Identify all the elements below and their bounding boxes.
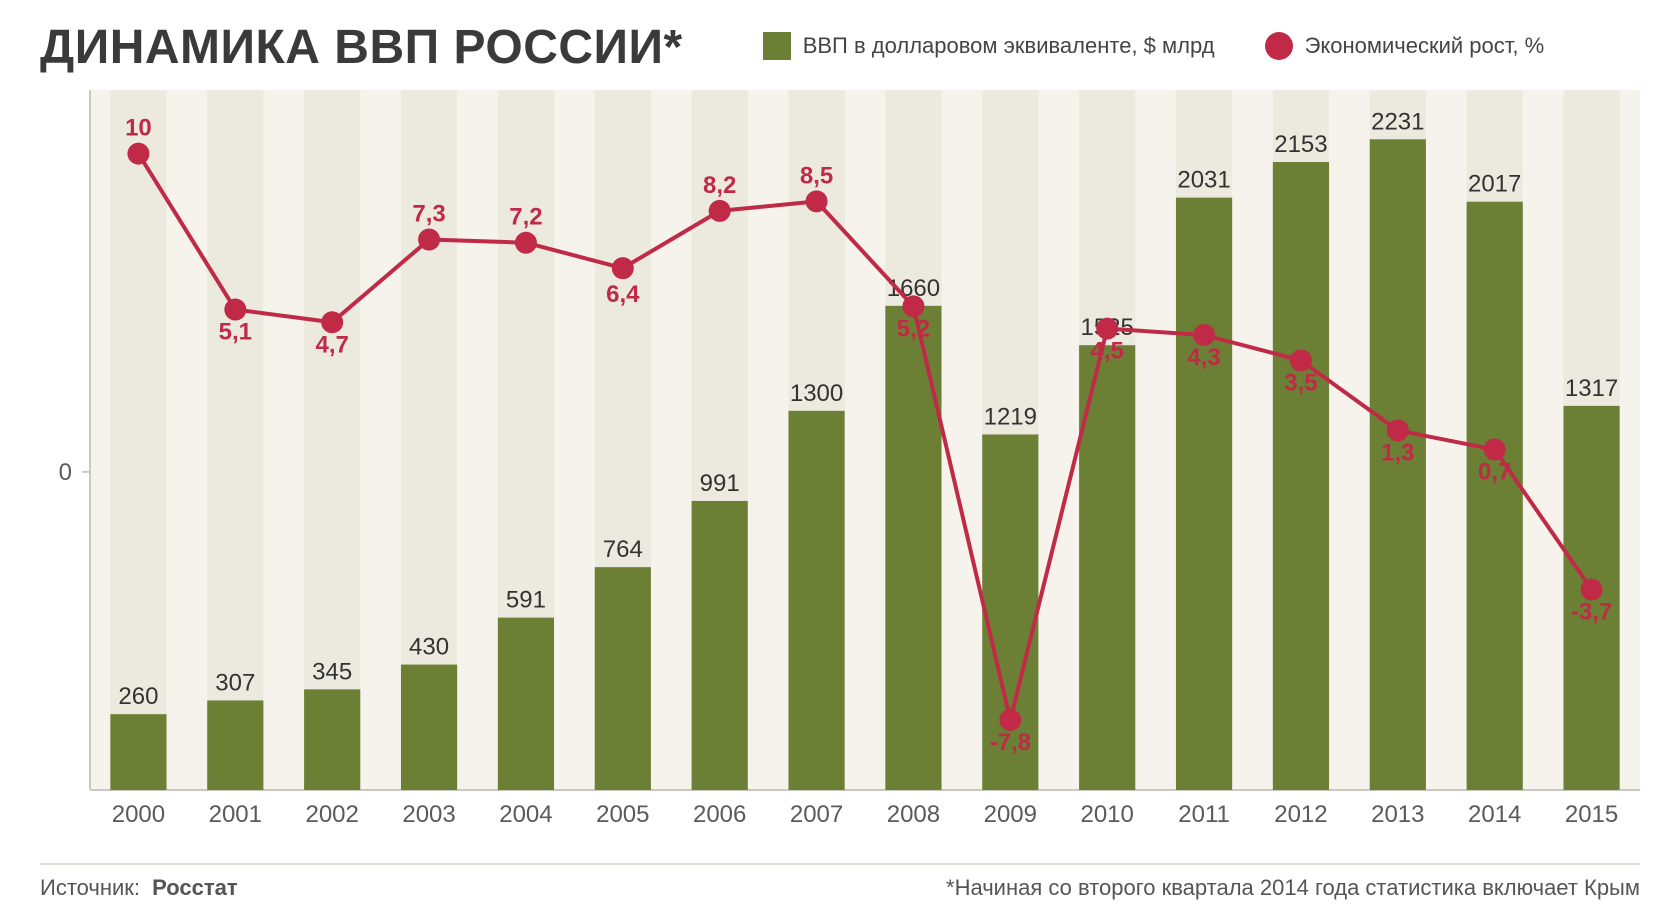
bar-value-label: 2231 — [1371, 108, 1424, 135]
legend-bar-label: ВВП в долларовом эквиваленте, $ млрд — [803, 33, 1215, 59]
bar-value-label: 345 — [312, 658, 352, 685]
bar-value-label: 764 — [603, 536, 643, 563]
bar-value-label: 1219 — [984, 403, 1037, 430]
footer: Источник: Росстат *Начиная со второго кв… — [40, 863, 1640, 901]
bar — [498, 618, 554, 790]
bar-value-label: 1317 — [1565, 375, 1618, 402]
x-axis-label: 2014 — [1468, 801, 1521, 828]
legend-line: Экономический рост, % — [1265, 32, 1545, 60]
growth-dot — [1290, 349, 1312, 371]
growth-value-label: -7,8 — [990, 729, 1031, 756]
bar-value-label: 2017 — [1468, 171, 1521, 198]
growth-dot — [806, 190, 828, 212]
source-value: Росстат — [152, 875, 238, 900]
bar-value-label: 2153 — [1274, 131, 1327, 158]
x-axis-label: 2002 — [305, 801, 358, 828]
growth-value-label: 8,2 — [703, 172, 736, 199]
growth-value-label: 7,2 — [509, 204, 542, 231]
growth-dot — [709, 200, 731, 222]
growth-dot — [418, 229, 440, 251]
bar — [788, 411, 844, 790]
growth-value-label: 4,3 — [1187, 344, 1220, 371]
page-title: ДИНАМИКА ВВП РОССИИ* — [40, 20, 683, 75]
gdp-chart: 0260307345430591764991130016601219152520… — [40, 90, 1640, 830]
x-axis-label: 2010 — [1080, 801, 1133, 828]
growth-dot — [1484, 439, 1506, 461]
bar-value-label: 2031 — [1177, 167, 1230, 194]
growth-value-label: 8,5 — [800, 162, 833, 189]
bar-value-label: 991 — [700, 470, 740, 497]
growth-value-label: 1,3 — [1381, 439, 1414, 466]
growth-value-label: 5,2 — [897, 315, 930, 342]
legend-dot-swatch — [1265, 32, 1293, 60]
x-axis-label: 2011 — [1178, 801, 1230, 828]
footnote: *Начиная со второго квартала 2014 года с… — [946, 875, 1640, 901]
growth-value-label: 5,1 — [219, 319, 252, 346]
growth-dot — [1581, 579, 1603, 601]
x-axis-label: 2013 — [1371, 801, 1424, 828]
x-axis-label: 2001 — [209, 801, 262, 828]
bar — [1273, 162, 1329, 790]
header: ДИНАМИКА ВВП РОССИИ* ВВП в долларовом эк… — [40, 20, 1640, 75]
growth-dot — [1193, 324, 1215, 346]
legend-bar: ВВП в долларовом эквиваленте, $ млрд — [763, 32, 1215, 60]
bar-value-label: 307 — [215, 669, 255, 696]
bar — [692, 501, 748, 790]
growth-value-label: 4,7 — [316, 331, 349, 358]
growth-dot — [902, 295, 924, 317]
x-axis-label: 2004 — [499, 801, 552, 828]
growth-value-label: 3,5 — [1284, 369, 1317, 396]
x-axis-label: 2000 — [112, 801, 165, 828]
legend: ВВП в долларовом эквиваленте, $ млрд Эко… — [763, 32, 1545, 60]
bar-value-label: 1300 — [790, 380, 843, 407]
x-axis-label: 2015 — [1565, 801, 1618, 828]
legend-line-label: Экономический рост, % — [1305, 33, 1545, 59]
x-axis-label: 2005 — [596, 801, 649, 828]
growth-dot — [515, 232, 537, 254]
growth-dot — [1096, 318, 1118, 340]
legend-bar-swatch — [763, 32, 791, 60]
growth-value-label: -3,7 — [1571, 599, 1612, 626]
bar-value-label: 591 — [506, 587, 546, 614]
source-label: Источник: — [40, 875, 140, 900]
x-axis-label: 2006 — [693, 801, 746, 828]
growth-value-label: 6,4 — [606, 281, 640, 308]
growth-dot — [612, 257, 634, 279]
bar — [1176, 198, 1232, 790]
growth-dot — [127, 143, 149, 165]
bar — [207, 700, 263, 790]
svg-text:0: 0 — [59, 459, 72, 486]
growth-value-label: 4,5 — [1091, 338, 1124, 365]
x-axis-label: 2007 — [790, 801, 843, 828]
x-axis-label: 2009 — [984, 801, 1037, 828]
growth-dot — [321, 311, 343, 333]
growth-dot — [224, 299, 246, 321]
x-axis-label: 2003 — [402, 801, 455, 828]
bar — [595, 567, 651, 790]
growth-dot — [1387, 419, 1409, 441]
growth-value-label: 0,7 — [1478, 459, 1511, 486]
bar-value-label: 260 — [118, 683, 158, 710]
bar — [304, 689, 360, 790]
bar — [110, 714, 166, 790]
growth-value-label: 7,3 — [412, 201, 445, 228]
x-axis-label: 2008 — [887, 801, 940, 828]
bar-value-label: 430 — [409, 634, 449, 661]
bar — [401, 665, 457, 790]
bar — [885, 306, 941, 790]
growth-value-label: 10 — [125, 115, 152, 142]
source: Источник: Росстат — [40, 875, 238, 901]
growth-dot — [999, 709, 1021, 731]
bar — [1467, 202, 1523, 790]
x-axis-label: 2012 — [1274, 801, 1327, 828]
